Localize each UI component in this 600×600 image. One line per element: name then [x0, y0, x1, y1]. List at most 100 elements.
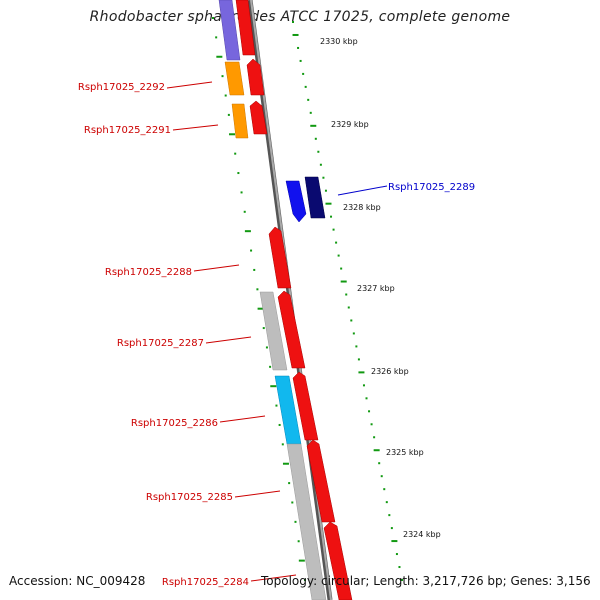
tick-mark — [325, 202, 332, 205]
kbp-label: 2328 kbp — [343, 203, 381, 212]
tick-mark — [304, 85, 307, 88]
tick-mark — [262, 327, 265, 330]
tick-mark — [292, 33, 299, 36]
tick-mark — [244, 230, 251, 233]
gene-arrow-rsph17025-2289[interactable] — [285, 180, 307, 223]
tick-mark — [269, 365, 272, 368]
tick-mark — [390, 527, 393, 530]
tick-mark — [373, 449, 380, 452]
tick-mark — [317, 150, 320, 153]
tick-mark — [383, 488, 386, 491]
tick-mark — [304, 579, 306, 581]
tick-mark — [373, 436, 376, 439]
tick-mark — [337, 254, 340, 257]
tick-mark — [401, 579, 403, 581]
tick-mark — [292, 21, 294, 23]
tick-mark — [350, 319, 353, 322]
tick-mark — [256, 288, 259, 291]
gene-arrow-rsph17025-2292[interactable] — [224, 61, 245, 96]
tick-mark — [307, 98, 310, 101]
tick-mark — [310, 124, 317, 127]
gene-arrow[interactable] — [218, 0, 241, 61]
tick-mark — [282, 462, 289, 465]
tick-mark — [243, 210, 246, 213]
gene-arrow[interactable] — [259, 291, 288, 371]
gene-label-2288[interactable]: Rsph17025_2288 — [105, 267, 192, 278]
tick-mark — [265, 346, 268, 349]
gene-arrow-rsph17025-2285[interactable] — [306, 439, 336, 523]
gene-arrow-rsph17025-2284[interactable] — [323, 521, 353, 600]
tick-mark — [385, 501, 388, 504]
tick-mark — [398, 566, 401, 569]
tick-mark — [227, 113, 230, 116]
gene-label-2286[interactable]: Rsph17025_2286 — [131, 418, 218, 429]
kbp-label: 2330 kbp — [320, 37, 358, 46]
kbp-label: 2327 kbp — [357, 284, 395, 293]
gene-arrow-rsph17025-2287[interactable] — [277, 290, 306, 369]
gene-arrow-rsph17025-2291[interactable] — [231, 103, 249, 139]
tick-mark — [324, 189, 327, 192]
gene-arrow[interactable] — [286, 443, 327, 600]
kbp-label: 2326 kbp — [371, 367, 409, 376]
kbp-label: 2324 kbp — [403, 530, 441, 539]
tick-mark — [288, 482, 291, 485]
label-connectors — [166, 81, 388, 582]
tick-mark — [253, 268, 256, 271]
map-title: Rhodobacter sphaeroides ATCC 17025, comp… — [89, 9, 511, 25]
gene-label-2285[interactable]: Rsph17025_2285 — [146, 492, 233, 503]
gene-arrow-rsph17025-2288[interactable] — [268, 226, 292, 289]
tick-mark — [294, 520, 297, 523]
tick-mark — [330, 215, 333, 218]
tick-mark — [357, 358, 360, 361]
gene-labels: Rsph17025_2292 Rsph17025_2291 Rsph17025_… — [78, 82, 475, 588]
tick-mark — [314, 137, 317, 140]
kbp-label: 2329 kbp — [331, 120, 369, 129]
tick-mark — [395, 553, 398, 556]
tick-mark — [332, 228, 335, 231]
gene-label-2289[interactable]: Rsph17025_2289 — [388, 182, 475, 193]
gene-label-2284[interactable]: Rsph17025_2284 — [162, 577, 249, 588]
tick-mark — [340, 267, 343, 270]
tick-mark — [297, 46, 300, 49]
tick-mark — [298, 559, 305, 562]
tick-mark — [322, 176, 325, 179]
tick-mark — [358, 371, 365, 374]
tick-mark — [229, 133, 236, 136]
accession-text: Accession: NC_009428 — [9, 574, 146, 588]
tick-mark — [309, 111, 312, 114]
tick-mark — [216, 55, 223, 58]
gene-label-2291[interactable]: Rsph17025_2291 — [84, 125, 171, 136]
gene-arrow[interactable] — [249, 100, 268, 135]
tick-mark — [237, 172, 240, 175]
tick-mark — [291, 501, 294, 504]
gene-arrow[interactable] — [304, 176, 326, 219]
tick-mark — [362, 384, 365, 387]
inner-tick-track — [212, 17, 306, 581]
tick-mark — [250, 249, 253, 252]
tick-mark — [355, 345, 358, 348]
tick-mark — [370, 423, 373, 426]
gene-label-2292[interactable]: Rsph17025_2292 — [78, 82, 165, 93]
tick-mark — [378, 462, 381, 465]
tick-mark — [319, 163, 322, 166]
tick-mark — [380, 475, 383, 478]
kbp-scale-labels: 2330 kbp 2329 kbp 2328 kbp 2327 kbp 2326… — [320, 37, 441, 539]
gene-arrow[interactable] — [235, 0, 256, 56]
gene-arrow[interactable] — [246, 58, 265, 96]
tick-mark — [275, 404, 278, 407]
tick-mark — [224, 94, 227, 97]
tick-mark — [340, 280, 347, 283]
gene-arrow[interactable] — [292, 371, 319, 441]
tick-mark — [212, 17, 214, 19]
gene-label-2287[interactable]: Rsph17025_2287 — [117, 338, 204, 349]
tick-mark — [297, 540, 300, 543]
tick-mark — [270, 385, 277, 388]
tick-mark — [302, 72, 305, 75]
gene-track — [218, 0, 353, 600]
tick-mark — [240, 191, 243, 194]
tick-mark — [345, 293, 348, 296]
tick-mark — [257, 307, 264, 310]
tick-mark — [352, 332, 355, 335]
tick-mark — [278, 423, 281, 426]
